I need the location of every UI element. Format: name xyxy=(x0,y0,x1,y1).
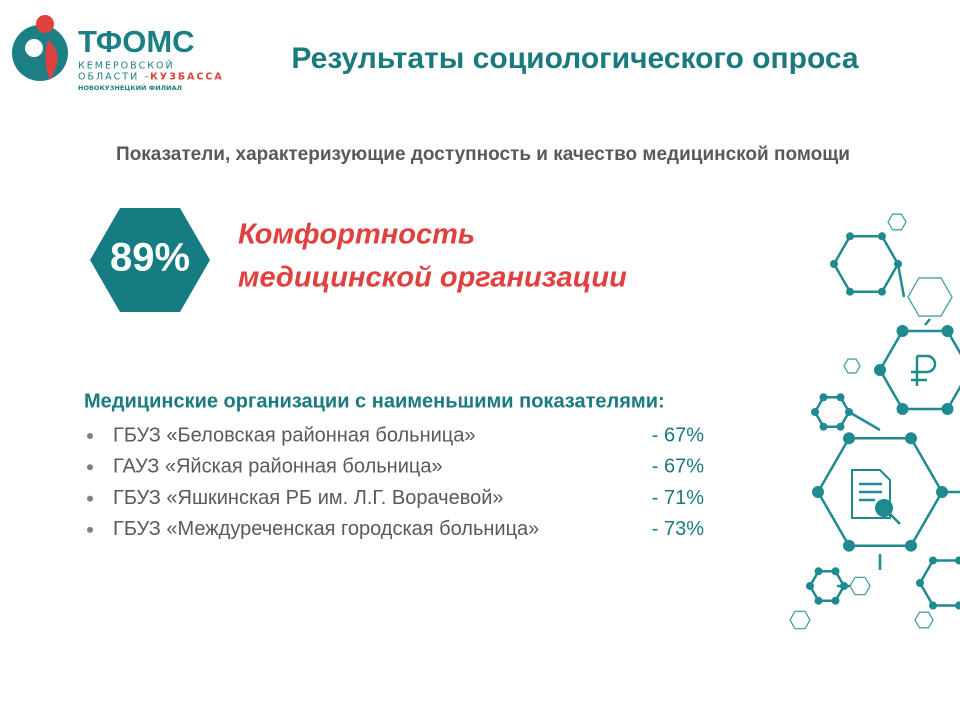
list-heading: Медицинские организации с наименьшими по… xyxy=(84,390,665,412)
title: Результаты социологического опроса xyxy=(291,42,859,75)
logo: ТФОМС КЕМЕРОВСКОЙ ОБЛАСТИ – КУЗБАССА НОВ… xyxy=(12,15,224,92)
hexagon xyxy=(914,611,934,629)
node xyxy=(929,556,937,565)
logo-region: ОБЛАСТИ – xyxy=(78,72,151,83)
hexagon xyxy=(918,559,960,607)
node xyxy=(941,325,954,338)
logo-mark xyxy=(36,15,54,33)
node xyxy=(831,567,840,576)
list: ГБУЗ «Беловская районная больница» - 67% Г… xyxy=(87,424,704,540)
logo-region: КУЗБАССА xyxy=(150,72,224,83)
metric-value: 89% xyxy=(110,236,190,280)
bullet xyxy=(87,526,93,533)
logo-region: КЕМЕРОВСКОЙ xyxy=(78,60,175,72)
bullet xyxy=(87,464,93,471)
item-name: ГБУЗ «Яшкинская РБ им. Л.Г. Ворачевой» xyxy=(113,487,504,509)
connector xyxy=(896,263,906,298)
hexagon xyxy=(832,235,900,293)
node xyxy=(896,402,909,415)
node xyxy=(819,422,828,431)
node xyxy=(836,393,845,402)
node xyxy=(819,393,828,402)
node xyxy=(941,402,954,415)
node xyxy=(811,408,819,416)
node xyxy=(929,601,937,610)
node xyxy=(843,432,855,445)
node xyxy=(846,287,854,296)
item-name: ГБУЗ «Беловская районная больница» xyxy=(113,424,476,446)
document-icon xyxy=(851,469,901,525)
node xyxy=(814,596,823,605)
logo-name: ТФОМС xyxy=(78,24,195,59)
node xyxy=(878,232,886,241)
hexagon xyxy=(878,329,960,411)
node xyxy=(830,260,838,268)
node xyxy=(814,567,823,576)
node xyxy=(831,596,840,605)
node xyxy=(878,287,886,296)
node xyxy=(955,601,960,610)
logo-branch: НОВОКУЗНЕЦКИЙ ФИЛИАЛ xyxy=(78,83,182,92)
node xyxy=(905,432,917,445)
metric-label: медицинской организации xyxy=(238,262,627,294)
node xyxy=(874,364,886,376)
item-name: ГБУЗ «Междуреченская городская больница» xyxy=(113,518,539,540)
logo-mark xyxy=(45,40,58,80)
node xyxy=(812,486,824,498)
ruble-icon xyxy=(911,354,937,386)
node xyxy=(843,539,855,552)
node xyxy=(806,582,814,590)
metric-label: Комфортность xyxy=(238,219,475,251)
hexagon xyxy=(813,396,851,428)
item-name: ГАУЗ «Яйская районная больница» xyxy=(113,456,443,478)
logo-mark xyxy=(25,39,43,57)
item-value: - 67% xyxy=(652,456,704,478)
hexagon xyxy=(789,610,811,630)
node xyxy=(896,325,909,338)
hexagon xyxy=(849,576,871,596)
node xyxy=(836,422,845,431)
metric-hexagon xyxy=(90,208,210,312)
subtitle: Показатели, характеризующие доступность … xyxy=(116,144,850,165)
item-value: - 73% xyxy=(652,518,704,540)
node xyxy=(916,579,924,587)
decoration xyxy=(789,213,960,630)
node xyxy=(955,556,960,565)
hexagon xyxy=(887,213,907,231)
hexagon xyxy=(907,277,953,317)
bullet xyxy=(87,433,93,439)
connector xyxy=(924,318,931,326)
item-value: - 71% xyxy=(652,487,704,509)
node xyxy=(846,232,854,241)
node xyxy=(905,539,917,552)
item-value: - 67% xyxy=(652,424,704,446)
hexagon xyxy=(843,358,861,374)
bullet xyxy=(87,495,93,502)
connector xyxy=(848,410,881,432)
